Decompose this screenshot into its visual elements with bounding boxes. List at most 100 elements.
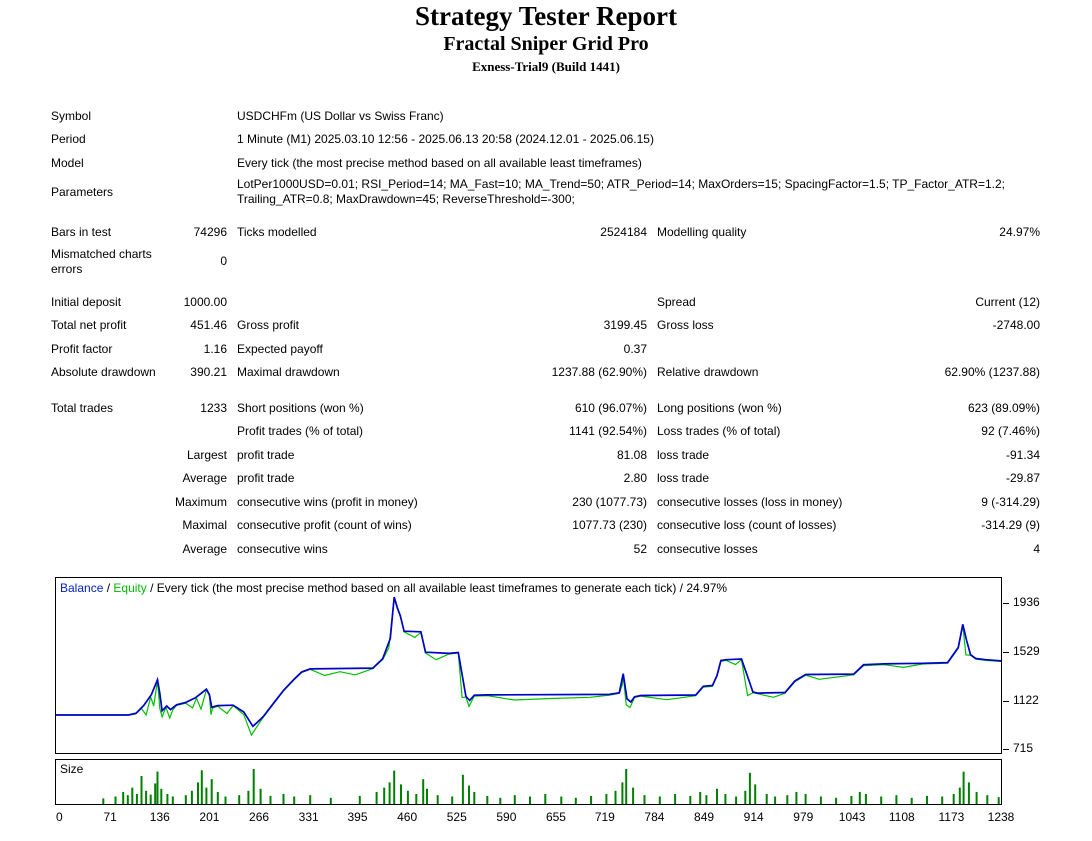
size-bar: [926, 796, 928, 805]
table-row: Absolute drawdown 390.21 Maximal drawdown 1…: [51, 361, 1040, 385]
row-label: loss trade: [657, 471, 710, 486]
size-bar: [544, 794, 547, 805]
size-bar: [880, 796, 883, 805]
row-label: Profit factor: [51, 341, 113, 356]
size-bar: [205, 787, 208, 805]
row-label: Expected payoff: [237, 341, 323, 356]
row-value: 3199.45: [603, 318, 647, 333]
statistics-table: Symbol USDCHFm (US Dollar vs Swiss Franc)…: [51, 105, 1040, 562]
balance-line: [56, 597, 1001, 728]
report-header: Strategy Tester Report Fractal Sniper Gr…: [0, 0, 1092, 75]
size-bar: [216, 792, 219, 805]
x-axis-label: 979: [793, 810, 814, 825]
size-bar: [400, 784, 402, 805]
table-row: Symbol USDCHFm (US Dollar vs Swiss Franc): [51, 105, 1040, 129]
balance-equity-plot: [56, 597, 1001, 737]
size-bar: [997, 797, 1000, 805]
row-value: 62.90% (1237.88): [944, 365, 1040, 380]
row-label: Gross profit: [237, 318, 300, 333]
size-bar: [952, 794, 955, 805]
size-bar: [451, 796, 454, 805]
size-bar: [705, 795, 708, 805]
size-bar: [247, 790, 250, 805]
table-row: Mismatched charts errors 0: [51, 245, 1040, 279]
row-value: [169, 190, 227, 194]
size-bar: [958, 787, 961, 805]
row-value: [169, 161, 227, 165]
legend-balance: Balance: [60, 581, 104, 596]
page-title: Strategy Tester Report: [415, 1, 677, 31]
size-bar: [513, 795, 516, 805]
row-text: USDCHFm (US Dollar vs Swiss Franc): [237, 108, 444, 123]
size-bar: [499, 797, 502, 805]
row-label: Initial deposit: [51, 294, 122, 309]
y-axis-label: 1122: [1013, 692, 1039, 707]
row-value: 390.21: [190, 365, 227, 380]
row-label: Model: [51, 155, 84, 170]
legend-separator: /: [103, 581, 114, 596]
terminal-build: Exness-Trial9 (Build 1441): [472, 58, 620, 74]
row-value: 623 (89.09%): [967, 400, 1040, 415]
x-axis-label: 590: [496, 810, 517, 825]
size-bar: [765, 794, 768, 805]
size-bar: [114, 796, 117, 805]
row-value: [169, 430, 227, 434]
row-value: [892, 347, 1040, 351]
row-text: Every tick (the most precise method base…: [237, 155, 642, 170]
row-value: 230 (1077.73): [572, 494, 647, 509]
row-value: 9 (-314.29): [981, 494, 1040, 509]
row-value: 2.80: [623, 471, 647, 486]
size-bar: [135, 794, 138, 805]
row-value: 92 (7.46%): [981, 424, 1040, 439]
size-bar: [632, 787, 635, 805]
size-bar: [415, 794, 418, 805]
table-row: Total net profit 451.46 Gross profit 3199.4…: [51, 314, 1040, 338]
size-bar: [329, 797, 332, 805]
row-value: -2748.00: [992, 318, 1040, 333]
row-value: 74296: [193, 225, 227, 240]
row-spacer: [51, 385, 1040, 397]
row-value: -91.34: [1005, 447, 1040, 462]
size-bar: [238, 795, 241, 805]
size-bar: [864, 794, 867, 805]
size-bar: [393, 770, 396, 805]
size-bar: [835, 797, 838, 805]
row-label: consecutive losses (loss in money): [657, 494, 843, 509]
y-axis-tick: [1003, 651, 1009, 653]
row-label: consecutive wins (profit in money): [237, 494, 418, 509]
size-bar: [560, 796, 563, 805]
row-value: [892, 260, 1040, 264]
size-bar: [383, 787, 386, 805]
size-bar: [744, 790, 747, 805]
size-bar: [895, 795, 898, 805]
row-value: 1237.88 (62.90%): [551, 365, 647, 380]
size-bar: [819, 796, 822, 805]
size-bar: [406, 790, 409, 805]
balance-chart: Balance / Equity / Every tick (the most …: [55, 577, 1002, 755]
row-label: Loss trades (% of total): [657, 424, 781, 439]
row-label: consecutive loss (count of losses): [657, 518, 837, 533]
size-bar: [422, 779, 425, 805]
row-label: Largest: [186, 447, 227, 462]
table-row: Average consecutive wins 52 consecutive los…: [51, 538, 1040, 562]
row-label: Period: [51, 132, 86, 147]
x-axis-label: 71: [103, 810, 117, 825]
row-text: 1 Minute (M1) 2025.03.10 12:56 - 2025.06…: [237, 132, 654, 147]
size-bar: [621, 782, 624, 805]
size-bar: [699, 792, 702, 805]
table-row: Model Every tick (the most precise method…: [51, 152, 1040, 176]
size-bar: [156, 771, 159, 805]
row-label: consecutive profit (count of wins): [237, 518, 412, 533]
row-label: profit trade: [237, 447, 295, 462]
size-bar: [804, 794, 807, 805]
chart-section: Balance / Equity / Every tick (the most …: [55, 577, 1060, 827]
row-value: 0.37: [623, 341, 647, 356]
size-bar: [269, 796, 272, 805]
row-label: loss trade: [657, 447, 710, 462]
row-label: [227, 300, 497, 304]
size-bar: [200, 770, 203, 805]
x-axis-label: 784: [644, 810, 665, 825]
size-bar: [149, 794, 152, 805]
chart-legend: Balance / Equity / Every tick (the most …: [60, 581, 727, 595]
expert-name: Fractal Sniper Grid Pro: [443, 32, 649, 55]
